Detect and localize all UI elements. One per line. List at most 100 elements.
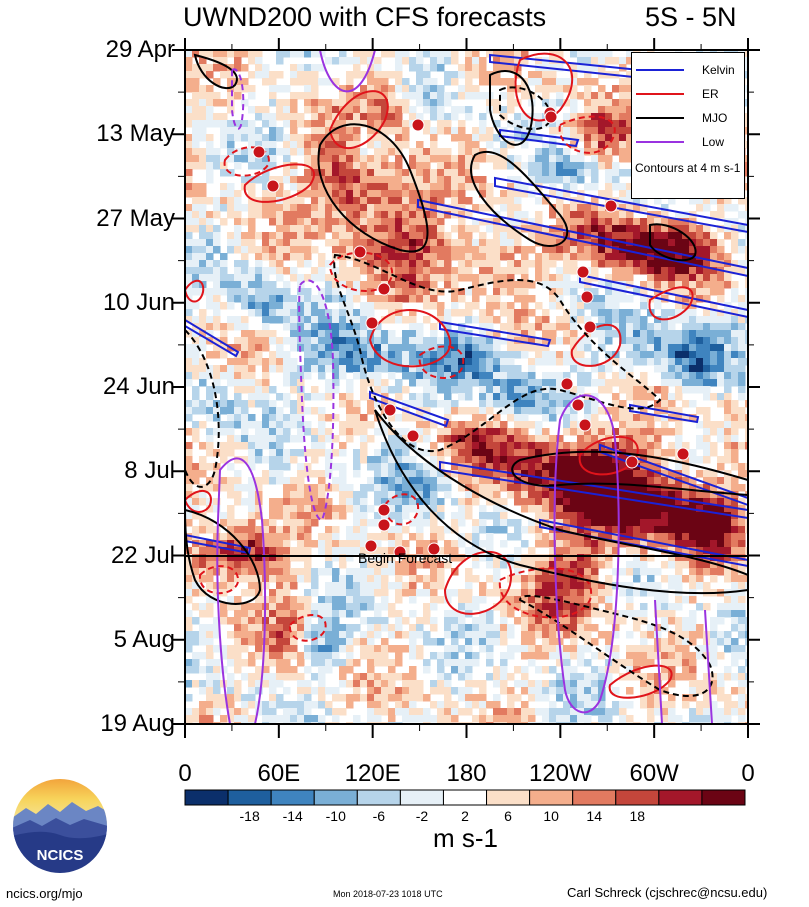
x-tick-label: 60W <box>629 760 679 787</box>
field-cell <box>535 491 543 499</box>
field-cell <box>724 232 732 240</box>
field-cell <box>542 554 550 562</box>
field-cell <box>661 309 669 317</box>
field-cell <box>619 358 627 366</box>
field-cell <box>269 386 277 394</box>
field-cell <box>241 344 249 352</box>
field-cell <box>668 400 676 408</box>
field-cell <box>731 365 739 373</box>
field-cell <box>535 407 543 415</box>
field-cell <box>472 288 480 296</box>
field-cell <box>269 218 277 226</box>
field-cell <box>535 113 543 121</box>
field-cell <box>584 225 592 233</box>
field-cell <box>297 309 305 317</box>
field-cell <box>507 288 515 296</box>
field-cell <box>360 183 368 191</box>
field-cell <box>304 78 312 86</box>
field-cell <box>647 568 655 576</box>
field-cell <box>591 519 599 527</box>
field-cell <box>654 330 662 338</box>
field-cell <box>192 554 200 562</box>
field-cell <box>549 183 557 191</box>
field-cell <box>276 540 284 548</box>
field-cell <box>311 218 319 226</box>
field-cell <box>255 421 263 429</box>
field-cell <box>283 547 291 555</box>
field-cell <box>717 477 725 485</box>
field-cell <box>535 526 543 534</box>
field-cell <box>535 253 543 261</box>
field-cell <box>668 449 676 457</box>
field-cell <box>416 281 424 289</box>
field-cell <box>444 414 452 422</box>
field-cell <box>619 190 627 198</box>
field-cell <box>339 57 347 65</box>
field-cell <box>689 491 697 499</box>
field-cell <box>717 365 725 373</box>
field-cell <box>682 351 690 359</box>
field-cell <box>619 155 627 163</box>
field-cell <box>472 449 480 457</box>
field-cell <box>360 232 368 240</box>
field-cell <box>423 99 431 107</box>
field-cell <box>192 50 200 58</box>
field-cell <box>619 512 627 520</box>
field-cell <box>633 323 641 331</box>
field-cell <box>290 519 298 527</box>
field-cell <box>570 71 578 79</box>
field-cell <box>472 253 480 261</box>
field-cell <box>605 477 613 485</box>
field-cell <box>535 484 543 492</box>
field-cell <box>514 211 522 219</box>
field-cell <box>696 533 704 541</box>
field-cell <box>430 197 438 205</box>
field-cell <box>409 309 417 317</box>
field-cell <box>402 512 410 520</box>
field-cell <box>633 491 641 499</box>
field-cell <box>493 344 501 352</box>
field-cell <box>269 351 277 359</box>
field-cell <box>640 547 648 555</box>
x-tick-label: 0 <box>178 760 192 787</box>
field-cell <box>570 533 578 541</box>
field-cell <box>185 50 193 58</box>
field-cell <box>745 155 748 163</box>
field-cell <box>206 113 214 121</box>
field-cell <box>724 568 732 576</box>
field-cell <box>381 463 389 471</box>
field-cell <box>528 491 536 499</box>
field-cell <box>472 414 480 422</box>
field-cell <box>451 365 459 373</box>
field-cell <box>269 253 277 261</box>
field-cell <box>185 239 193 247</box>
field-cell <box>262 197 270 205</box>
field-cell <box>262 428 270 436</box>
field-cell <box>395 435 403 443</box>
field-cell <box>416 211 424 219</box>
field-cell <box>500 162 508 170</box>
field-cell <box>661 421 669 429</box>
field-cell <box>549 540 557 548</box>
field-cell <box>626 358 634 366</box>
field-cell <box>591 407 599 415</box>
field-cell <box>206 225 214 233</box>
field-cell <box>605 155 613 163</box>
field-cell <box>290 554 298 562</box>
field-cell <box>325 554 333 562</box>
field-cell <box>255 512 263 520</box>
field-cell <box>199 155 207 163</box>
field-cell <box>374 169 382 177</box>
field-cell <box>493 162 501 170</box>
field-cell <box>409 519 417 527</box>
field-cell <box>325 435 333 443</box>
field-cell <box>395 316 403 324</box>
field-cell <box>451 176 459 184</box>
field-cell <box>409 372 417 380</box>
field-cell <box>535 351 543 359</box>
field-cell <box>283 134 291 142</box>
field-cell <box>402 561 410 569</box>
field-cell <box>689 309 697 317</box>
field-cell <box>325 211 333 219</box>
field-cell <box>353 204 361 212</box>
